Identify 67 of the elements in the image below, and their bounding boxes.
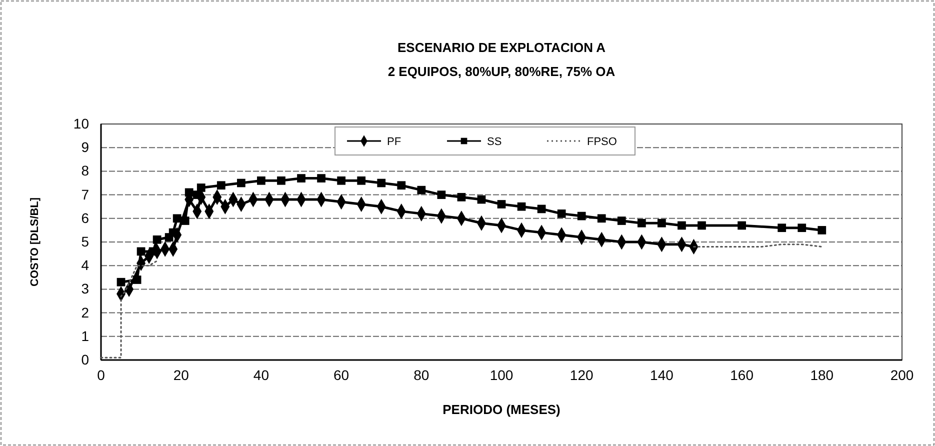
y-tick-label: 5 [81, 233, 90, 250]
point [132, 276, 142, 284]
point [617, 216, 626, 225]
point [357, 176, 366, 185]
x-tick-label: 180 [810, 366, 834, 383]
y-axis-title: COSTO [DLS/BL] [29, 197, 41, 287]
point [497, 200, 506, 208]
chart-subtitle: 2 EQUIPOS, 80%UP, 80%RE, 75% OA [388, 64, 616, 79]
point [678, 221, 686, 230]
point [517, 202, 526, 211]
point [477, 195, 486, 204]
x-axis-title: PERIODO (MESES) [442, 402, 560, 417]
legend-label: SS [487, 136, 502, 148]
point [437, 190, 446, 199]
point [277, 176, 286, 185]
point [216, 181, 226, 190]
point [637, 218, 646, 228]
x-tick-label: 160 [730, 366, 754, 383]
point [537, 204, 546, 214]
point [457, 192, 466, 202]
point [180, 216, 190, 225]
point [818, 226, 826, 234]
point [377, 178, 386, 188]
point [317, 174, 326, 182]
y-tick-label: 8 [81, 162, 90, 179]
y-tick-label: 0 [81, 351, 90, 368]
legend-label: FPSO [587, 136, 618, 148]
x-tick-label: 60 [334, 366, 350, 383]
point [152, 235, 162, 244]
point [257, 176, 266, 185]
point [196, 184, 206, 192]
x-tick-label: 100 [490, 366, 514, 383]
x-tick-label: 20 [173, 366, 190, 383]
y-tick-label: 6 [81, 210, 90, 226]
point [172, 214, 182, 223]
y-tick-label: 9 [81, 139, 90, 156]
x-tick-label: 200 [890, 366, 914, 383]
point [577, 212, 586, 220]
x-tick-label: 140 [650, 366, 674, 383]
point [597, 214, 606, 223]
x-tick-label: 120 [570, 366, 594, 383]
point [417, 186, 426, 194]
y-tick-label: 4 [81, 257, 90, 274]
x-tick-label: 0 [97, 366, 106, 383]
legend-label: PF [387, 136, 402, 148]
x-tick-label: 80 [414, 366, 430, 383]
point [168, 228, 178, 237]
point [297, 174, 306, 182]
point [557, 209, 566, 218]
point [184, 188, 194, 197]
y-tick-label: 3 [81, 280, 90, 297]
point [798, 224, 806, 232]
point [698, 221, 706, 230]
y-tick-label: 2 [81, 304, 90, 320]
point [738, 221, 746, 230]
point [116, 278, 126, 286]
point [397, 181, 406, 190]
point [236, 178, 246, 188]
y-tick-label: 1 [81, 328, 90, 344]
point [136, 247, 146, 256]
point [778, 224, 786, 232]
y-tick-label: 7 [81, 186, 90, 202]
x-tick-label: 40 [253, 366, 270, 383]
point [658, 218, 666, 228]
chart-title: ESCENARIO DE EXPLOTACION A [397, 40, 606, 55]
point [337, 176, 346, 185]
y-tick-label: 10 [73, 115, 90, 132]
